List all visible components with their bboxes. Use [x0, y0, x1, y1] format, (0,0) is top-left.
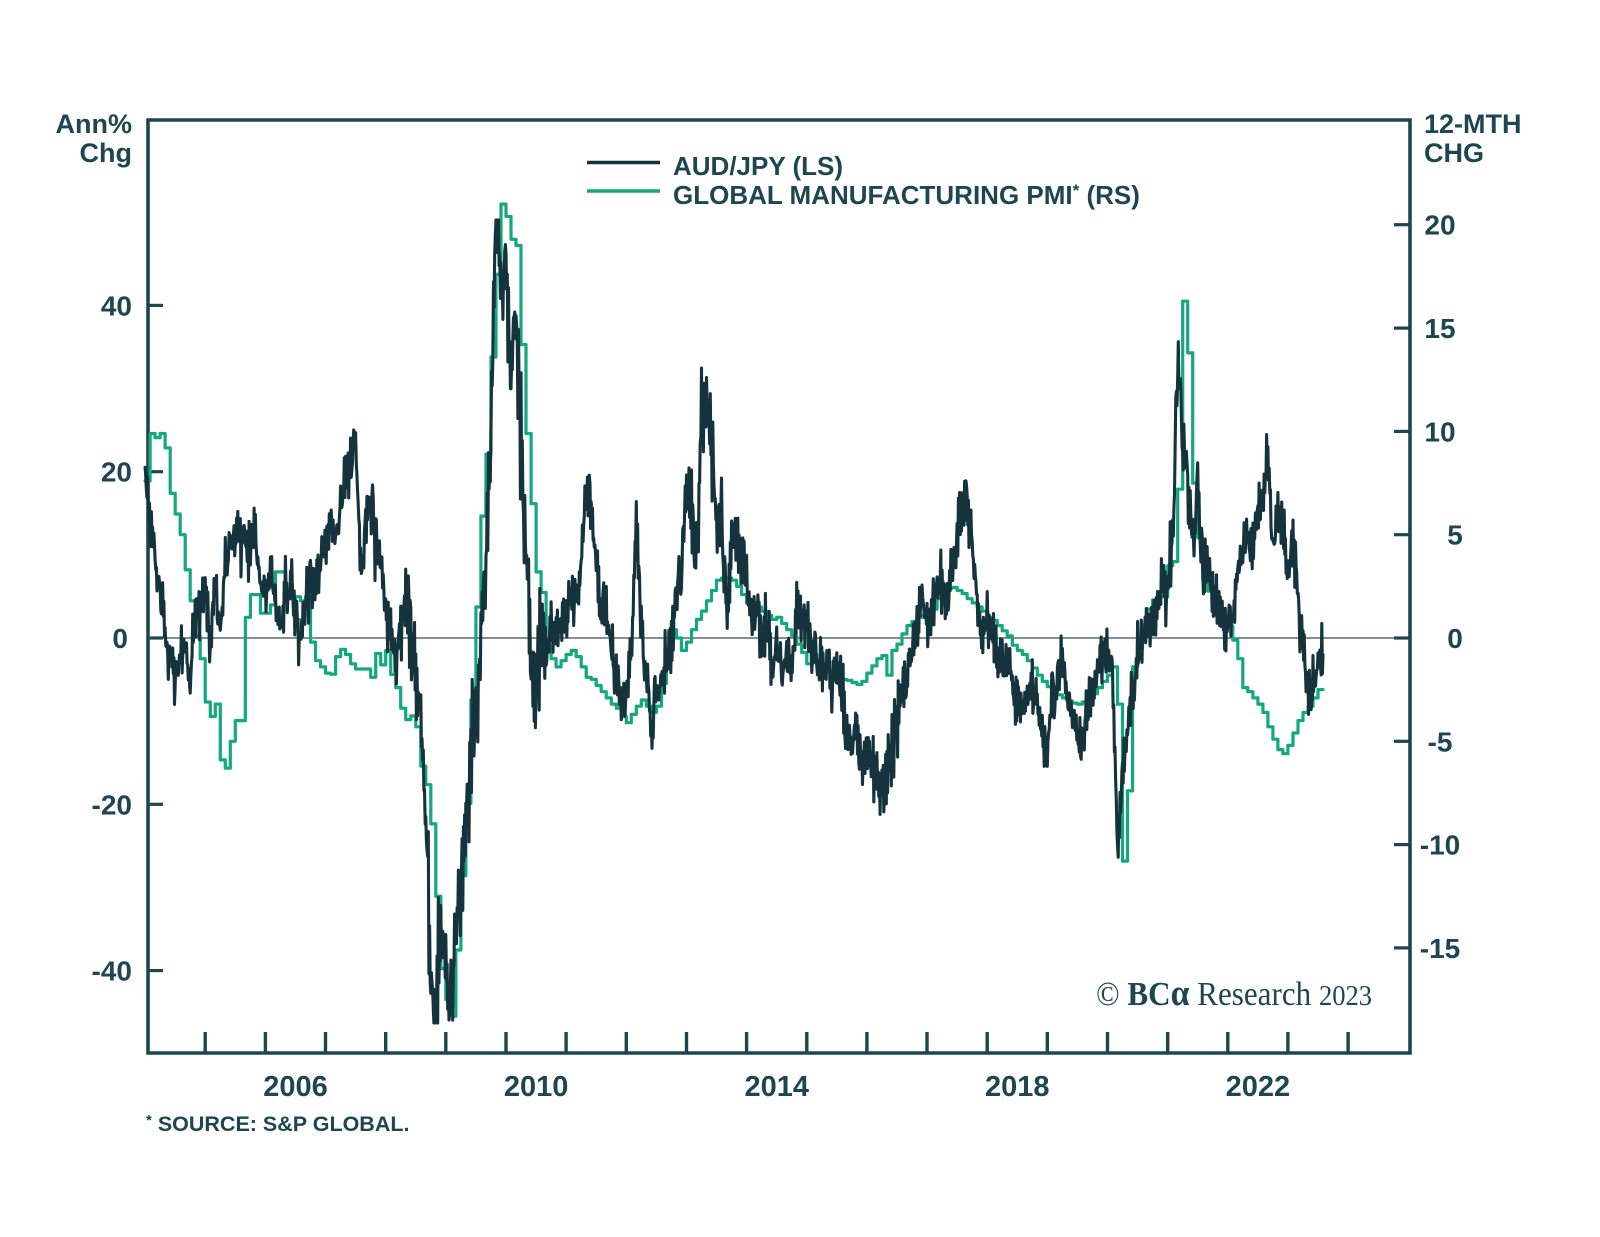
svg-text:CHG: CHG [1424, 138, 1484, 168]
svg-text:40: 40 [101, 290, 132, 321]
svg-text:20: 20 [1424, 210, 1455, 241]
svg-text:15: 15 [1424, 313, 1455, 344]
svg-text:2022: 2022 [1226, 1071, 1291, 1103]
svg-text:10: 10 [1424, 416, 1455, 447]
svg-text:2014: 2014 [744, 1071, 809, 1103]
svg-text:2018: 2018 [985, 1071, 1050, 1103]
svg-text:2006: 2006 [263, 1071, 328, 1103]
svg-text:20: 20 [101, 457, 132, 488]
svg-text:Chg: Chg [80, 138, 132, 168]
svg-text:2010: 2010 [504, 1071, 569, 1103]
svg-text:-40: -40 [92, 956, 132, 987]
svg-text:0: 0 [1447, 623, 1463, 654]
svg-text:-5: -5 [1428, 726, 1453, 757]
svg-text:5: 5 [1447, 520, 1463, 551]
svg-text:0: 0 [112, 623, 128, 654]
svg-text:-20: -20 [92, 789, 132, 820]
svg-text:AUD/JPY (LS): AUD/JPY (LS) [673, 151, 843, 181]
svg-text:12-MTH: 12-MTH [1424, 109, 1522, 139]
svg-text:© BCα Research 2023: © BCα Research 2023 [1096, 973, 1372, 1014]
svg-text:Ann%: Ann% [56, 109, 133, 139]
svg-text:-15: -15 [1420, 933, 1460, 964]
svg-text:* SOURCE: S&P GLOBAL.: * SOURCE: S&P GLOBAL. [146, 1112, 409, 1136]
svg-text:GLOBAL MANUFACTURING PMI* (RS): GLOBAL MANUFACTURING PMI* (RS) [673, 180, 1140, 210]
svg-text:-10: -10 [1420, 830, 1460, 861]
